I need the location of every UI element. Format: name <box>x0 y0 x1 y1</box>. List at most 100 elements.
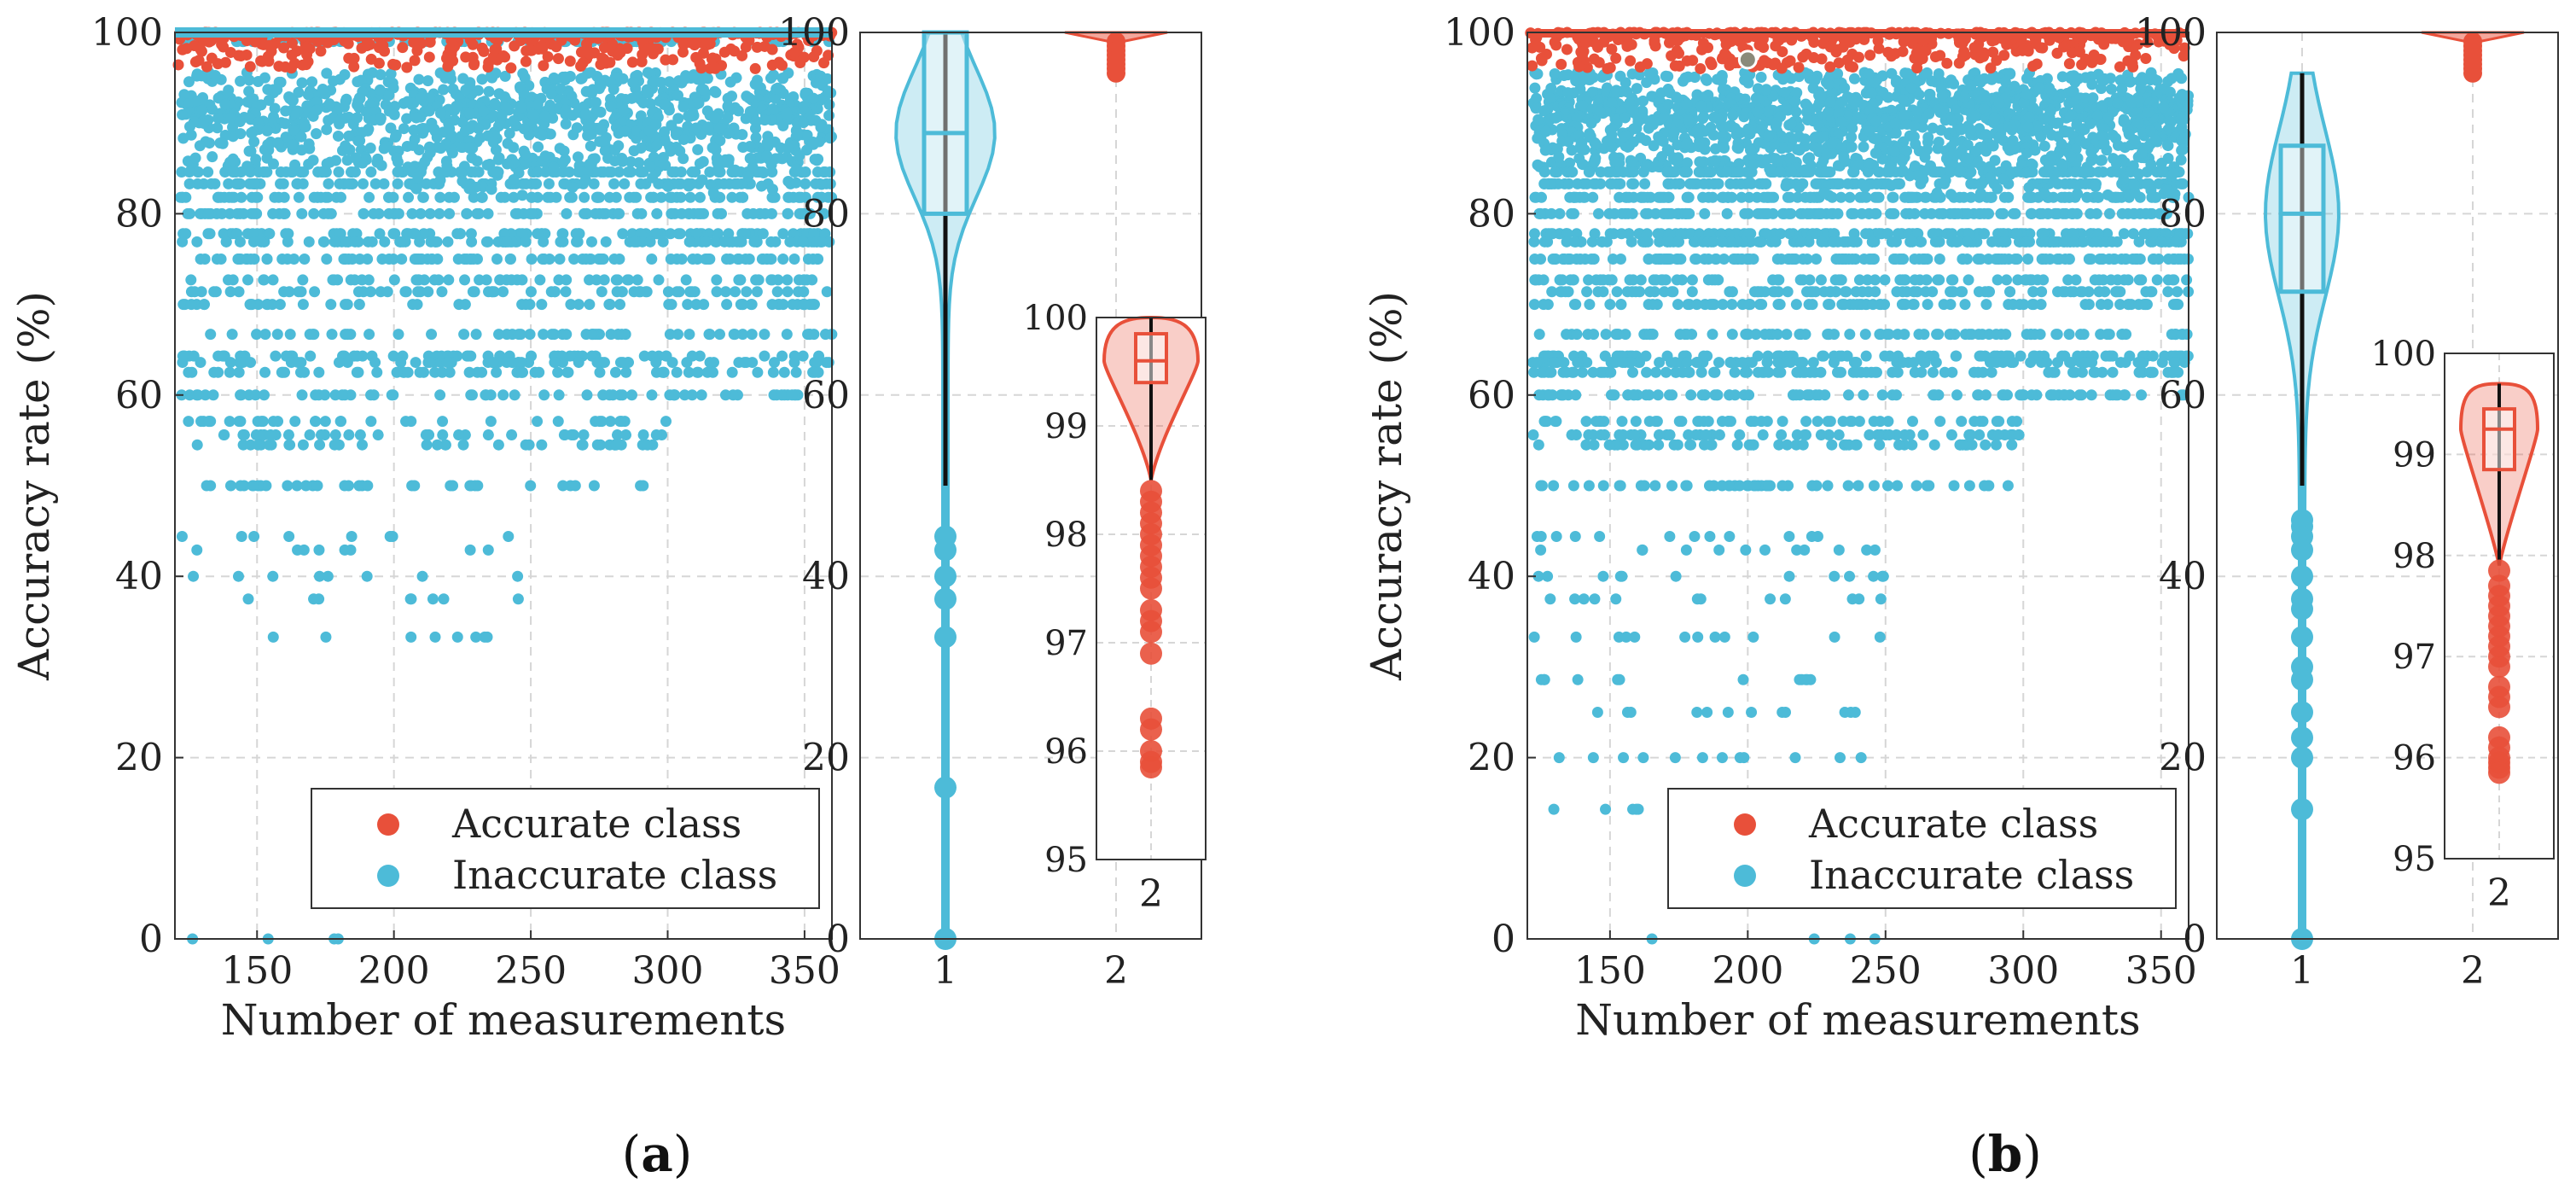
inaccurate-point <box>1643 122 1654 134</box>
inaccurate-point <box>251 329 263 341</box>
accurate-point <box>300 59 312 71</box>
inaccurate-point <box>481 631 493 643</box>
inaccurate-point <box>441 357 453 369</box>
inaccurate-point <box>482 236 494 248</box>
inaccurate-point <box>396 254 408 265</box>
inaccurate-point <box>683 207 695 219</box>
inaccurate-point <box>1848 73 1860 85</box>
inaccurate-point <box>352 112 363 124</box>
inaccurate-point <box>704 329 716 341</box>
inaccurate-point <box>343 178 355 189</box>
inaccurate-point <box>1821 166 1833 178</box>
inaccurate-point <box>374 84 386 96</box>
inaccurate-point <box>690 299 702 311</box>
inaccurate-point <box>350 152 362 164</box>
inaccurate-point <box>673 286 685 298</box>
inaccurate-point <box>761 254 773 265</box>
inaccurate-point <box>642 439 654 451</box>
inaccurate-point <box>1588 178 1600 189</box>
inaccurate-point <box>2067 207 2079 219</box>
inaccurate-point <box>619 178 631 189</box>
accurate-point <box>690 51 702 63</box>
inaccurate-point <box>183 416 195 428</box>
inaccurate-point <box>767 103 779 115</box>
inaccurate-point <box>303 236 315 248</box>
inaccurate-point <box>478 105 490 117</box>
inaccurate-point <box>323 98 335 110</box>
inaccurate-point <box>274 299 286 311</box>
inaccurate-point <box>1726 191 1738 203</box>
inaccurate-point <box>576 439 588 451</box>
inaccurate-point <box>209 69 221 81</box>
inaccurate-point <box>2112 191 2124 203</box>
inaccurate-point <box>635 110 647 122</box>
inaccurate-point <box>777 254 789 265</box>
inaccurate-point <box>490 67 502 79</box>
inaccurate-point <box>824 132 836 144</box>
accurate-point <box>315 45 327 57</box>
inaccurate-point <box>177 357 189 369</box>
inaccurate-point <box>473 207 485 219</box>
inaccurate-point <box>1678 166 1690 178</box>
inaccurate-point <box>651 207 663 219</box>
inaccurate-point <box>459 125 471 137</box>
inaccurate-point <box>516 189 528 201</box>
inaccurate-point <box>204 99 216 111</box>
inaccurate-point <box>353 299 365 311</box>
inaccurate-point <box>2175 178 2187 189</box>
inaccurate-point <box>476 191 488 203</box>
accurate-point <box>216 38 228 50</box>
inaccurate-point <box>1739 74 1751 86</box>
inaccurate-point <box>265 429 276 441</box>
inaccurate-point <box>400 416 412 428</box>
inaccurate-point <box>279 207 291 219</box>
inaccurate-point <box>666 357 678 369</box>
panel-caption-a: (a) <box>622 1125 693 1183</box>
inaccurate-point <box>731 178 743 189</box>
inaccurate-point <box>185 299 197 311</box>
inaccurate-point <box>1979 228 1991 240</box>
box-inaccurate <box>922 30 969 216</box>
inaccurate-point <box>765 159 777 171</box>
accurate-point <box>373 42 385 54</box>
inaccurate-point <box>177 108 189 120</box>
inaccurate-point <box>234 236 246 248</box>
caption-close-paren: ) <box>673 1125 693 1183</box>
inaccurate-point <box>437 429 449 441</box>
inaccurate-point <box>321 67 333 79</box>
inaccurate-point <box>545 88 557 100</box>
inset-box <box>1134 332 1168 385</box>
inaccurate-point <box>525 286 537 298</box>
accurate-point <box>689 39 701 51</box>
inaccurate-point <box>788 357 800 369</box>
inaccurate-point <box>365 416 377 428</box>
inaccurate-point <box>713 123 725 135</box>
x-tick-label: 250 <box>495 949 567 993</box>
inaccurate-point <box>671 366 683 378</box>
inaccurate-point <box>1721 207 1733 219</box>
inaccurate-point <box>1562 87 1574 99</box>
violin-y-tick-label: 100 <box>778 11 850 55</box>
inaccurate-point <box>614 357 626 369</box>
inaccurate-point <box>346 530 358 542</box>
inaccurate-point <box>1550 112 1561 124</box>
inaccurate-point <box>191 68 203 80</box>
inaccurate-point <box>410 357 422 369</box>
inaccurate-point <box>751 286 763 298</box>
inaccurate-point <box>572 151 584 163</box>
inaccurate-point <box>558 145 570 157</box>
inaccurate-point <box>434 174 446 186</box>
inaccurate-point <box>444 207 456 219</box>
inaccurate-point <box>368 207 380 219</box>
inaccurate-point <box>272 137 284 149</box>
inaccurate-point <box>633 286 645 298</box>
inaccurate-point <box>232 570 244 582</box>
inaccurate-point <box>183 166 195 178</box>
inaccurate-point <box>499 70 511 82</box>
inaccurate-point <box>431 439 443 451</box>
inaccurate-point <box>403 191 415 203</box>
accurate-point <box>443 58 455 70</box>
accurate-point <box>195 45 207 57</box>
inaccurate-point <box>1545 83 1557 95</box>
inaccurate-point <box>782 142 794 154</box>
